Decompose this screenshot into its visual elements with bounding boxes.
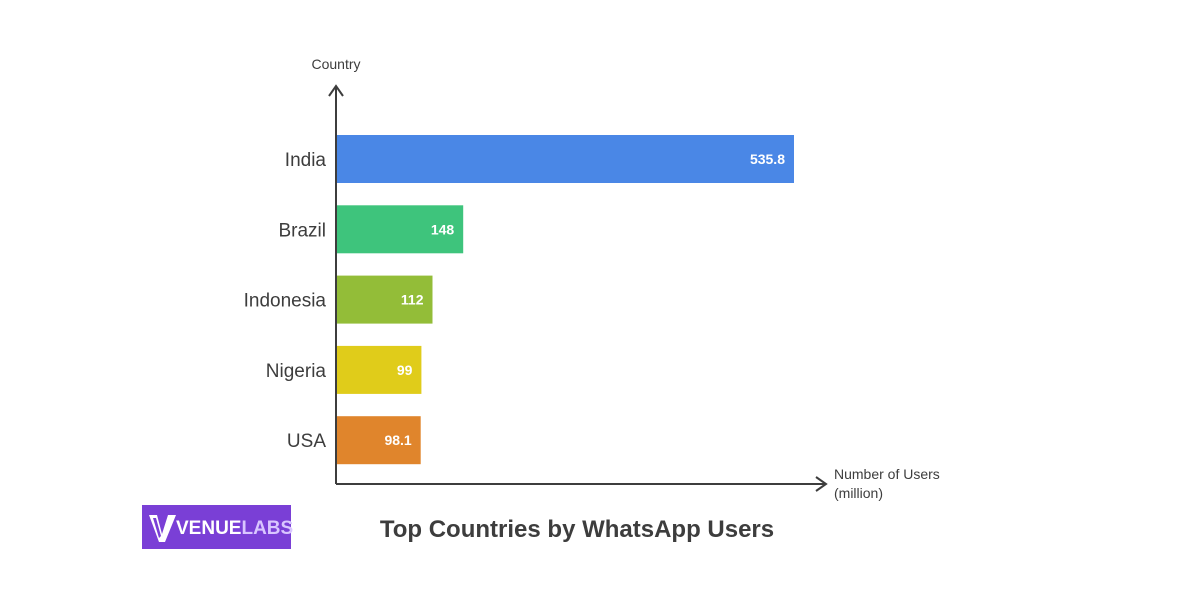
logo-text-venue: VENUE: [176, 518, 241, 539]
x-axis-arrow-icon: [815, 476, 828, 492]
value-label-usa: 98.1: [384, 432, 411, 448]
v-mark-inner-icon: [153, 518, 161, 538]
category-label-usa: USA: [287, 431, 326, 452]
y-axis-label: Country: [311, 56, 360, 72]
value-label-indonesia: 112: [401, 292, 424, 308]
x-axis-label-line-1: Number of Users: [834, 466, 940, 482]
category-label-nigeria: Nigeria: [266, 361, 327, 382]
bars-group: India 535.8 Brazil 148 Indonesia 112 Nigeria 99…: [244, 135, 794, 465]
logo-text-labs: LABS: [241, 518, 293, 539]
bar-brazil: [337, 205, 464, 254]
category-label-brazil: Brazil: [278, 220, 326, 241]
venuelabs-logo: VENUELABS: [142, 505, 293, 549]
chart-title: Top Countries by WhatsApp Users: [380, 516, 774, 543]
category-label-india: India: [285, 150, 327, 171]
logo-wordmark: VENUELABS: [176, 518, 293, 539]
value-label-nigeria: 99: [397, 362, 413, 378]
bar-nigeria: [337, 345, 422, 394]
bar-usa: [337, 416, 421, 465]
category-label-indonesia: Indonesia: [244, 291, 327, 312]
y-axis-arrow-icon: [328, 84, 344, 97]
x-axis-label-line-2: (million): [834, 485, 883, 501]
value-label-brazil: 148: [431, 221, 455, 237]
bar-indonesia: [337, 275, 433, 324]
bar-india: [337, 135, 794, 183]
value-label-india: 535.8: [750, 151, 785, 167]
